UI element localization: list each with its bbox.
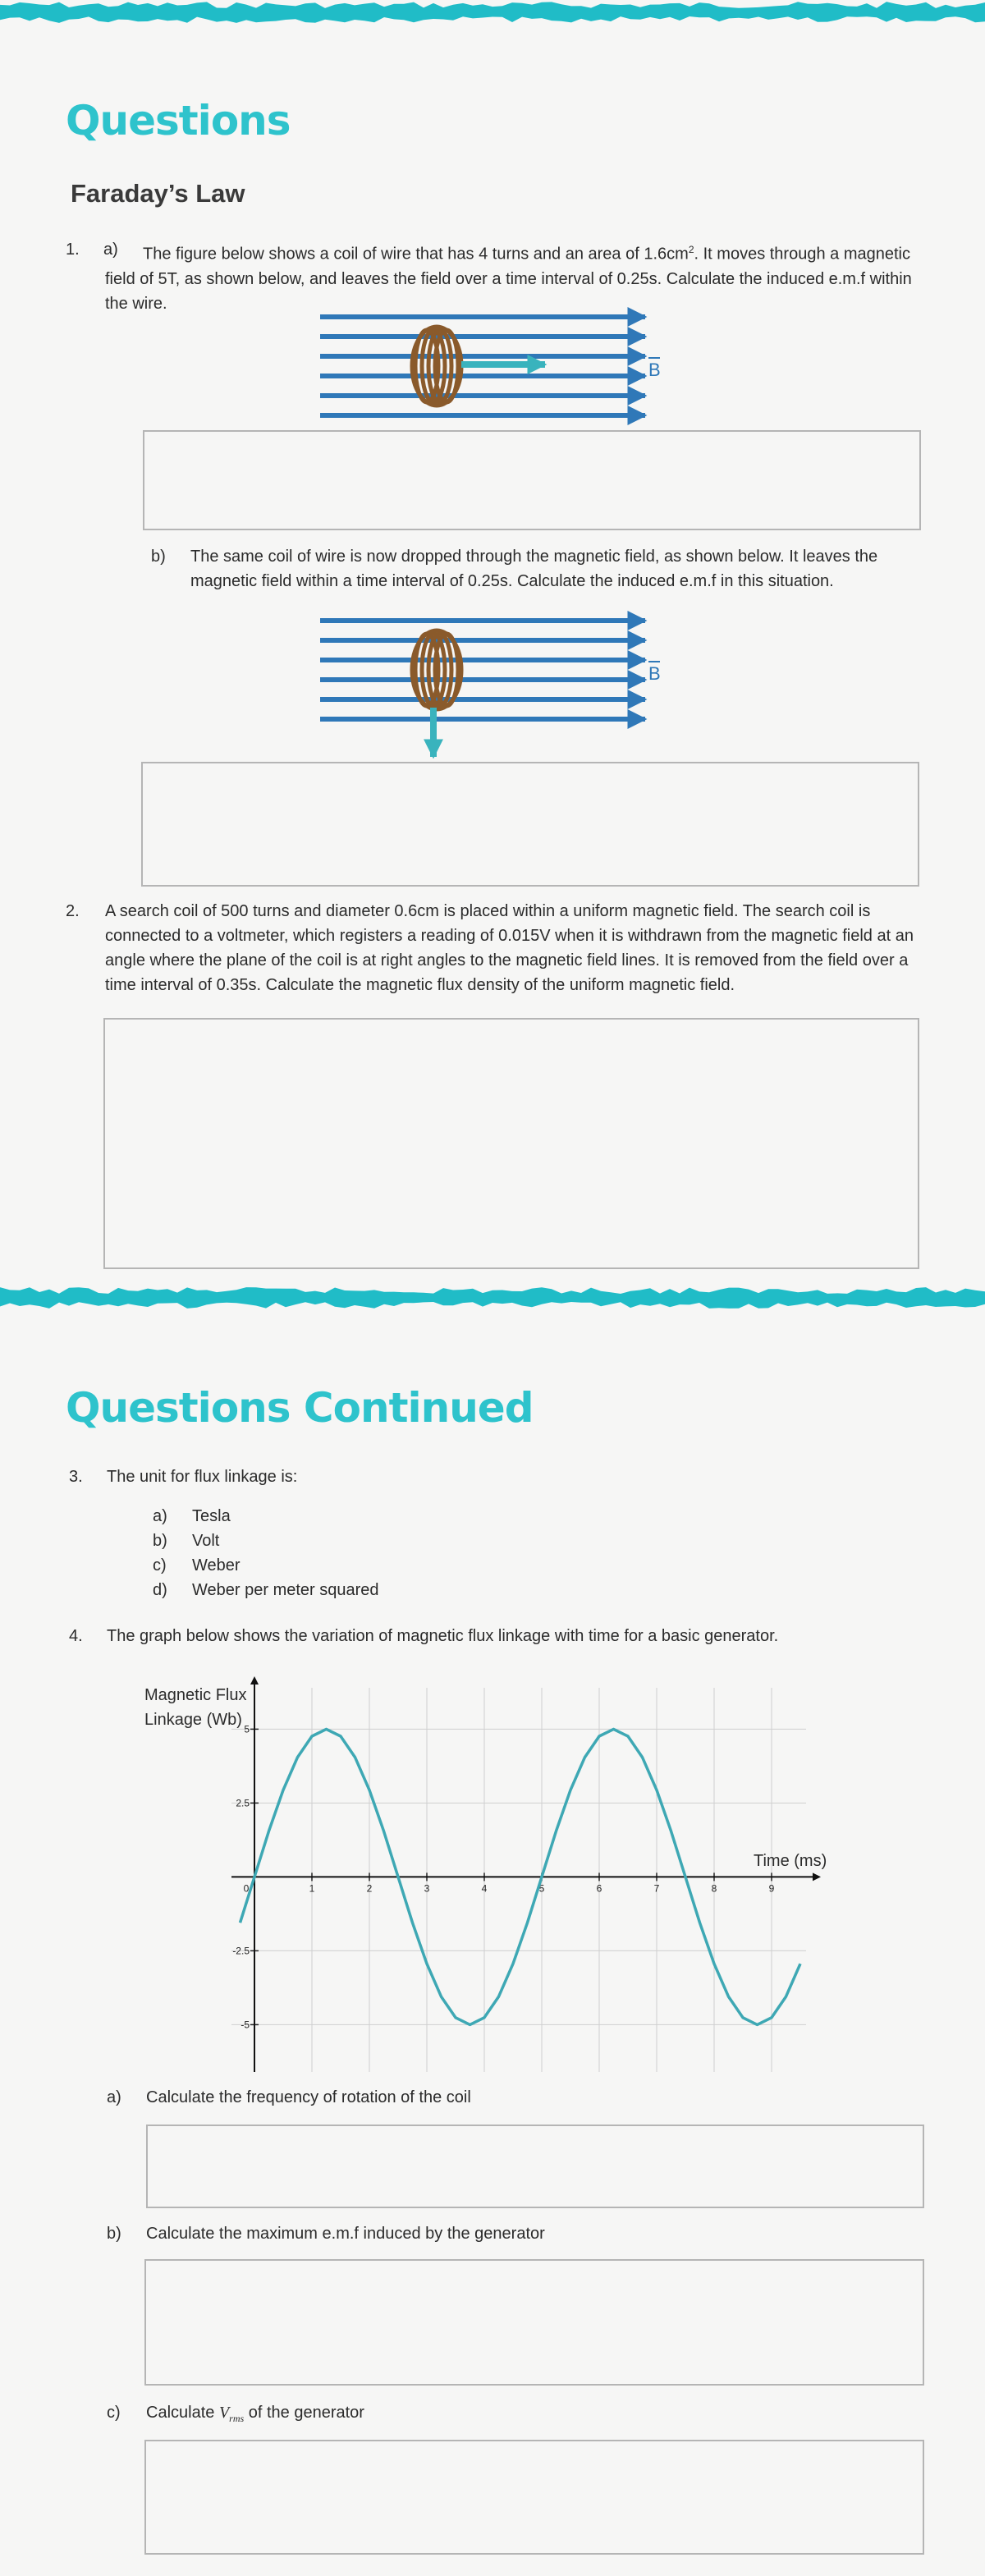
x-axis-arrow bbox=[813, 1872, 821, 1882]
question-text: The graph below shows the variation of m… bbox=[107, 1627, 779, 1645]
x-tick-label: 0 bbox=[244, 1882, 250, 1894]
text: The figure below shows a coil of wire th… bbox=[143, 245, 689, 264]
label: b) bbox=[151, 548, 166, 566]
y-tick-label: 5 bbox=[244, 1723, 250, 1735]
answer-box[interactable] bbox=[146, 2125, 924, 2208]
x-tick-label: 6 bbox=[597, 1882, 602, 1894]
question-text: Calculate the frequency of rotation of t… bbox=[146, 2088, 471, 2106]
subtitle: Faraday’s Law bbox=[71, 179, 245, 208]
answer-box[interactable] bbox=[141, 762, 919, 887]
question-text: A search coil of 500 turns and diameter … bbox=[105, 902, 914, 994]
number: 3. bbox=[69, 1468, 83, 1486]
band-shape bbox=[0, 1287, 985, 1309]
option-label: d) bbox=[153, 1581, 167, 1599]
label: a) bbox=[107, 2088, 121, 2106]
subscript: rms bbox=[229, 2413, 245, 2424]
number: 4. bbox=[69, 1627, 83, 1645]
answer-box[interactable] bbox=[144, 2259, 924, 2386]
text: . It moves through a magnetic field of 5… bbox=[105, 245, 912, 313]
chart: 0 1 2 3 4 5 6 7 8 9 -5 -2.5 2.5 5 bbox=[231, 1676, 821, 2072]
x-tick-label: 9 bbox=[769, 1882, 775, 1894]
text: of the generator bbox=[244, 2404, 364, 2422]
x-axis-label: Time (ms) bbox=[754, 1852, 827, 1870]
field-label: B bbox=[648, 360, 661, 380]
option-label: b) bbox=[153, 1532, 167, 1550]
superscript: 2 bbox=[688, 244, 694, 255]
x-tick-label: 7 bbox=[654, 1882, 660, 1894]
y-tick-label: 2.5 bbox=[236, 1797, 250, 1808]
answer-box[interactable] bbox=[143, 430, 921, 530]
field-lines bbox=[320, 611, 648, 729]
option-text: Volt bbox=[192, 1532, 220, 1550]
label: c) bbox=[107, 2404, 121, 2422]
x-tick-label: 5 bbox=[539, 1882, 545, 1894]
option-label: c) bbox=[153, 1556, 167, 1574]
field-label: B bbox=[648, 663, 661, 684]
x-tick-label: 4 bbox=[482, 1882, 488, 1894]
title: Questions bbox=[66, 97, 291, 144]
text: Calculate bbox=[146, 2404, 219, 2422]
question-text: The unit for flux linkage is: bbox=[107, 1468, 298, 1486]
answer-box[interactable] bbox=[144, 2440, 924, 2555]
x-tick-label: 8 bbox=[712, 1882, 717, 1894]
x-tick-label: 1 bbox=[309, 1882, 315, 1894]
field-lines bbox=[320, 307, 648, 425]
y-axis-arrow bbox=[250, 1676, 259, 1684]
question-text: The figure below shows a coil of wire th… bbox=[105, 237, 918, 316]
question-text: Calculate Vrms of the generator bbox=[146, 2400, 364, 2431]
band-shape bbox=[0, 2, 985, 23]
option-text: Weber per meter squared bbox=[192, 1581, 379, 1599]
question-text: The same coil of wire is now dropped thr… bbox=[190, 548, 878, 590]
y-tick-label: -5 bbox=[241, 2019, 250, 2030]
option-text: Tesla bbox=[192, 1507, 231, 1525]
band bbox=[0, 2, 985, 23]
coil bbox=[410, 628, 464, 712]
band bbox=[0, 1287, 985, 1309]
label: a) bbox=[103, 241, 118, 259]
x-tick-label: 2 bbox=[367, 1882, 373, 1894]
option-label: a) bbox=[153, 1507, 167, 1525]
label: b) bbox=[107, 2225, 121, 2243]
answer-box[interactable] bbox=[103, 1018, 919, 1269]
option-text: Weber bbox=[192, 1556, 241, 1574]
line bbox=[238, 1727, 802, 2027]
y-tick-label: -2.5 bbox=[232, 1945, 250, 1956]
number: 2. bbox=[66, 902, 80, 920]
number: 1. bbox=[66, 241, 80, 259]
x-tick-label: 3 bbox=[424, 1882, 430, 1894]
field-diagram: B bbox=[320, 611, 661, 759]
title: Questions Continued bbox=[66, 1384, 534, 1432]
variable: V bbox=[218, 2404, 230, 2422]
question-text: Calculate the maximum e.m.f induced by t… bbox=[146, 2225, 545, 2243]
y-axis-label: Magnetic Flux Linkage (Wb) bbox=[144, 1686, 247, 1729]
field-diagram: B bbox=[320, 307, 661, 425]
